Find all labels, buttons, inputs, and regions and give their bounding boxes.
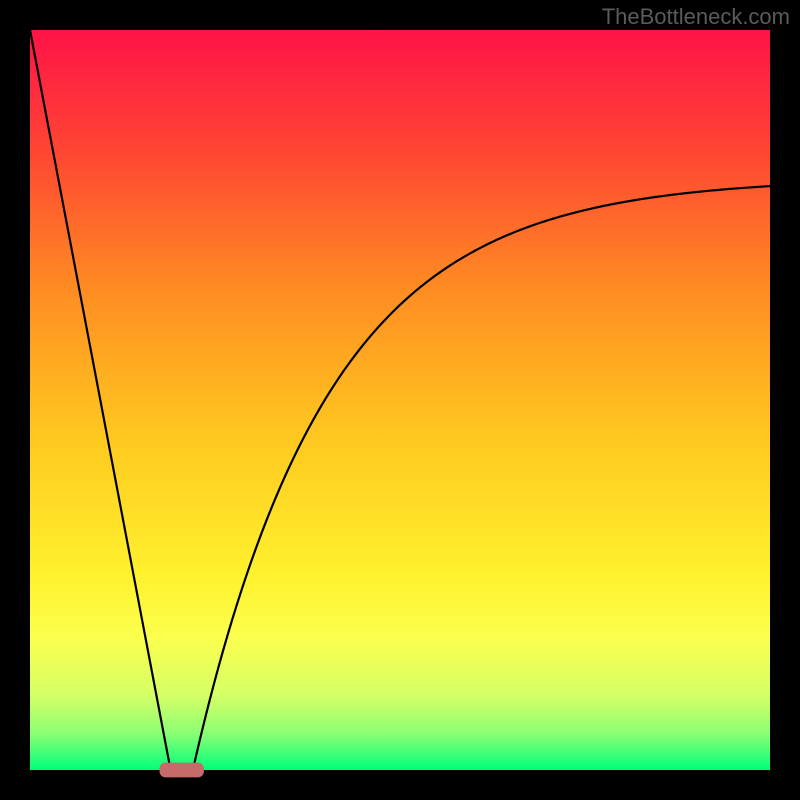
chart-container: TheBottleneck.com [0, 0, 800, 800]
bottleneck-chart [0, 0, 800, 800]
watermark-text: TheBottleneck.com [602, 4, 790, 30]
